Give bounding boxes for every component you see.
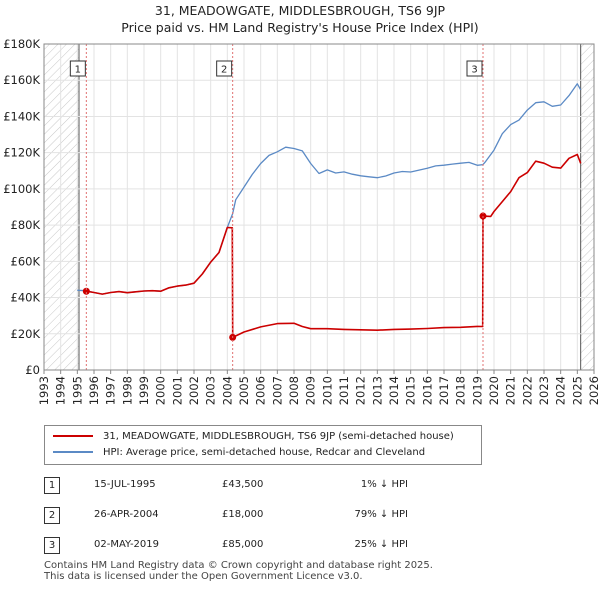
x-tick-label: 1995 [70,376,84,405]
x-tick-label: 2016 [420,376,434,405]
transaction-number: 2 [44,507,60,524]
legend-item-hpi: HPI: Average price, semi-detached house,… [53,445,425,461]
x-tick-label: 2025 [570,376,584,405]
x-tick-label: 2018 [454,376,468,405]
x-tick-label: 2014 [387,376,401,405]
x-tick-label: 2021 [504,376,518,405]
footer: Contains HM Land Registry data © Crown c… [44,560,433,582]
x-tick-label: 2020 [487,376,501,405]
x-tick-label: 1999 [137,376,151,405]
x-tick-label: 2026 [587,376,600,405]
x-tick-label: 2011 [337,376,351,405]
footer-licence: This data is licensed under the Open Gov… [44,571,363,582]
annotation-marker-2: 2 [216,60,233,77]
y-tick-label: £180K [3,37,40,51]
annotation-box [216,60,233,77]
annotation-marker-3: 3 [466,60,483,77]
transaction-row-3: 3 02-MAY-2019 £85,000 25% ↓ HPI [44,535,484,555]
y-tick-label: £160K [3,73,40,87]
x-tick-label: 2002 [187,376,201,405]
legend-label-property: 31, MEADOWGATE, MIDDLESBROUGH, TS6 9JP (… [103,431,454,442]
footer-copyright: Contains HM Land Registry data © Crown c… [44,560,433,571]
transaction-number: 3 [44,537,60,554]
legend-swatch-hpi [53,451,93,453]
chart-subtitle: Price paid vs. HM Land Registry's House … [121,20,479,35]
x-tick-label: 2012 [354,376,368,405]
x-tick-label: 2004 [220,376,234,405]
transaction-date: 26-APR-2004 [94,509,159,520]
x-tick-label: 2017 [437,376,451,405]
x-tick-label: 2010 [320,376,334,405]
transaction-row-2: 2 26-APR-2004 £18,000 79% ↓ HPI [44,505,484,525]
y-tick-label: £20K [11,327,41,341]
transaction-date: 02-MAY-2019 [94,539,160,550]
x-tick-label: 2009 [304,376,318,405]
transaction-hpi-delta: 25% ↓ HPI [354,539,408,550]
x-tick-label: 1997 [104,376,118,405]
y-tick-label: £100K [3,182,40,196]
x-tick-label: 2019 [470,376,484,405]
x-tick-label: 2015 [404,376,418,405]
x-tick-label: 1993 [37,376,51,405]
hatched-range-2 [580,44,594,370]
x-tick-label: 1998 [120,376,134,405]
transaction-hpi-delta: 79% ↓ HPI [354,509,408,520]
x-tick-label: 2003 [204,376,218,405]
transaction-number: 1 [44,477,60,494]
plot-background [44,44,594,370]
x-tick-label: 2008 [287,376,301,405]
x-tick-label: 2000 [154,376,168,405]
annotation-box [466,60,483,77]
x-tick-label: 2006 [254,376,268,405]
x-tick-label: 2023 [537,376,551,405]
chart-title-block: 31, MEADOWGATE, MIDDLESBROUGH, TS6 9JP P… [0,2,600,36]
transaction-price: £85,000 [222,539,264,550]
plot-frame [43,43,595,371]
x-tick-label: 2013 [370,376,384,405]
x-tick-label: 2022 [520,376,534,405]
transaction-price: £43,500 [222,479,264,490]
legend: 31, MEADOWGATE, MIDDLESBROUGH, TS6 9JP (… [44,425,482,465]
legend-swatch-property [53,435,93,437]
transaction-date: 15-JUL-1995 [94,479,156,490]
y-tick-label: £80K [11,218,41,232]
legend-label-hpi: HPI: Average price, semi-detached house,… [103,447,426,458]
x-tick-label: 2007 [270,376,284,405]
annotation-marker-1: 1 [69,60,86,77]
y-tick-label: £60K [11,254,41,268]
property-price-line [86,153,582,339]
hatched-range-1 [44,44,79,370]
sale-point-1 [82,287,90,295]
x-tick-label: 2005 [237,376,251,405]
annotation-label: 2 [221,65,227,76]
x-tick-label: 2001 [170,376,184,405]
y-tick-label: £0 [25,363,40,377]
annotation-label: 1 [75,65,81,76]
price-chart: 1 2 3 £0 £20K £40K £60K £80K £100K £120K £140K £16… [3,37,600,405]
transaction-row-1: 1 15-JUL-1995 £43,500 1% ↓ HPI [44,475,484,495]
y-tick-label: £120K [3,146,40,160]
y-tick-label: £140K [3,109,40,123]
x-tick-label: 2024 [554,376,568,405]
annotation-box [69,60,86,77]
annotation-label: 3 [471,65,477,76]
chart-title: 31, MEADOWGATE, MIDDLESBROUGH, TS6 9JP [154,3,446,18]
transaction-price: £18,000 [222,509,264,520]
x-tick-label: 1994 [54,376,68,405]
x-tick-label: 1996 [87,376,101,405]
transaction-hpi-delta: 1% ↓ HPI [360,479,408,490]
y-tick-label: £40K [11,291,41,305]
legend-item-property: 31, MEADOWGATE, MIDDLESBROUGH, TS6 9JP (… [53,429,454,445]
